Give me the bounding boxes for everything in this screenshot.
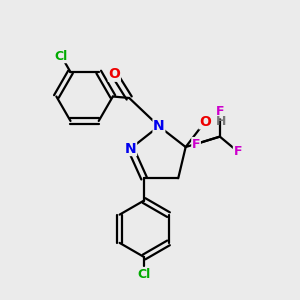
Text: F: F — [192, 138, 200, 151]
Text: Cl: Cl — [55, 50, 68, 63]
Text: O: O — [199, 115, 211, 129]
Text: H: H — [216, 115, 226, 128]
Text: O: O — [108, 67, 120, 81]
Text: F: F — [216, 105, 224, 118]
Text: N: N — [125, 142, 136, 155]
Text: Cl: Cl — [137, 268, 151, 281]
Text: F: F — [233, 145, 242, 158]
Text: N: N — [153, 119, 165, 133]
